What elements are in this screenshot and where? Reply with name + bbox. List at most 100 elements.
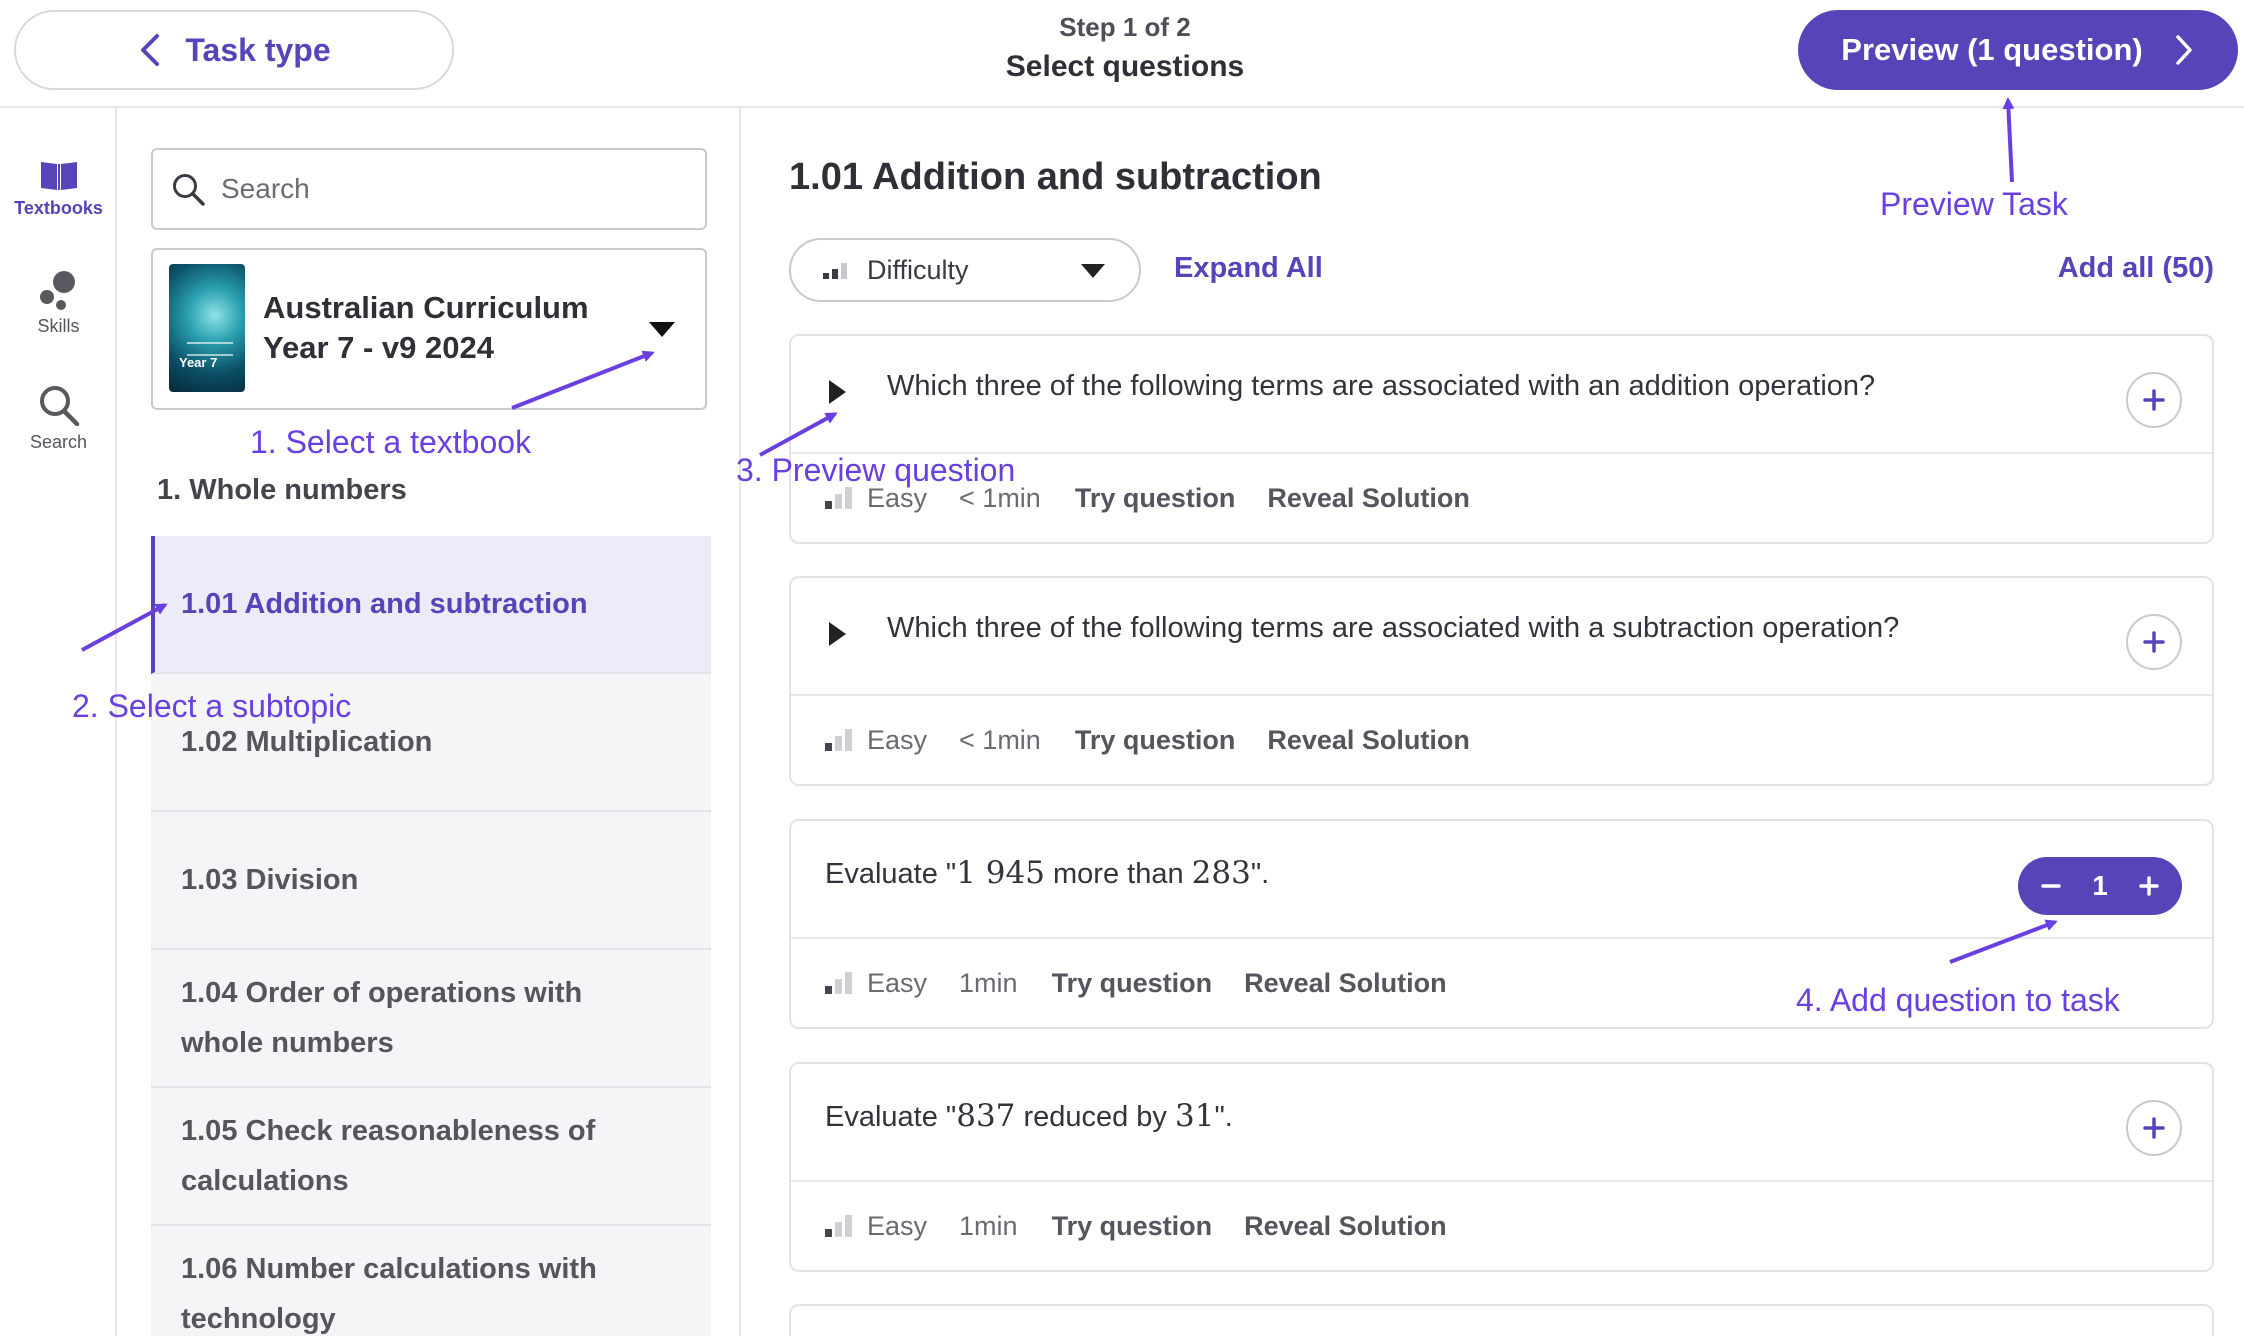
question-header: Which three of the following terms are a…	[791, 578, 2212, 696]
question-text-suffix: ".	[1214, 1101, 1233, 1133]
difficulty-bars-icon	[823, 263, 847, 279]
chevron-right-icon	[2175, 35, 2192, 65]
rail-item-label: Search	[29, 432, 88, 452]
preview-button[interactable]: Preview (1 question)	[1798, 10, 2238, 90]
try-question-link[interactable]: Try question	[1074, 724, 1236, 755]
preview-button-label: Preview (1 question)	[1841, 32, 2143, 67]
add-question-button[interactable]	[2126, 372, 2182, 428]
subtopic-label: 1.04 Order of operations with whole numb…	[181, 977, 583, 1059]
difficulty-badge: Easy	[823, 483, 927, 514]
step-number: Step 1 of 2	[1059, 12, 1191, 42]
add-question-button[interactable]	[2126, 614, 2182, 670]
question-header: Evaluate "1 945 more than 283". 1	[791, 821, 2212, 939]
question-card	[789, 1304, 2214, 1336]
subtopic-item[interactable]: 1.06 Number calculations with technology	[151, 1226, 711, 1336]
quantity-stepper: 1	[2018, 857, 2182, 915]
rail-item-search[interactable]: Search	[0, 384, 117, 453]
difficulty-filter[interactable]: Difficulty	[789, 238, 1141, 302]
rail-item-label: Skills	[37, 316, 80, 336]
annotation-preview-question: 3. Preview question	[736, 452, 1016, 488]
subtopic-item[interactable]: 1.04 Order of operations with whole numb…	[151, 950, 711, 1088]
question-meta: Easy 1min Try question Reveal Solution	[791, 939, 2212, 1027]
try-question-link[interactable]: Try question	[1051, 967, 1213, 998]
difficulty-filter-label: Difficulty	[867, 254, 969, 285]
search-icon	[173, 174, 205, 206]
difficulty-badge: Easy	[823, 1211, 927, 1242]
page-title: Select questions	[1005, 50, 1245, 83]
rail-item-label: Textbooks	[14, 198, 103, 218]
back-button-label: Task type	[185, 31, 331, 68]
question-meta: Easy < 1min Try question Reveal Solution	[791, 454, 2212, 542]
question-meta: Easy < 1min Try question Reveal Solution	[791, 696, 2212, 784]
subtopic-item[interactable]: 1.02 Multiplication	[151, 674, 711, 812]
question-text-prefix: Evaluate "	[825, 858, 957, 890]
subtopic-label: 1.01 Addition and subtraction	[181, 588, 588, 620]
difficulty-bars-icon	[825, 487, 852, 509]
caret-down-icon	[1081, 264, 1105, 278]
search-input[interactable]	[221, 173, 661, 205]
play-preview-icon[interactable]	[829, 622, 846, 646]
back-to-task-type-button[interactable]: Task type	[14, 10, 454, 90]
difficulty-label: Easy	[867, 482, 928, 513]
try-question-link[interactable]: Try question	[1051, 1210, 1213, 1241]
subtopic-label: 1.03 Division	[181, 864, 359, 896]
reveal-solution-link[interactable]: Reveal Solution	[1267, 724, 1470, 755]
caret-down-icon[interactable]	[649, 322, 675, 337]
subtopic-label: 1.02 Multiplication	[181, 726, 433, 758]
question-header: Evaluate "837 reduced by 31".	[791, 1064, 2212, 1182]
left-rail: Textbooks Skills Search	[0, 108, 117, 1336]
question-text: Which three of the following terms are a…	[887, 612, 1900, 644]
plus-icon[interactable]	[2138, 875, 2160, 897]
annotation-preview-task: Preview Task	[1880, 186, 2068, 222]
question-header: Which three of the following terms are a…	[791, 336, 2212, 454]
math-value: 283	[1191, 855, 1251, 891]
cover-year-label: Year 7	[179, 355, 218, 370]
play-preview-icon[interactable]	[829, 380, 846, 404]
search-icon	[39, 386, 79, 426]
textbook-selector[interactable]: Year 7 Australian Curriculum Year 7 - v9…	[151, 248, 707, 410]
step-indicator: Step 1 of 2 Select questions	[925, 10, 1325, 90]
question-text-suffix: ".	[1250, 858, 1270, 890]
reveal-solution-link[interactable]: Reveal Solution	[1244, 967, 1447, 998]
subtopic-item[interactable]: 1.01 Addition and subtraction	[151, 536, 711, 674]
math-value: 31	[1175, 1098, 1215, 1134]
question-meta: Easy 1min Try question Reveal Solution	[791, 1182, 2212, 1270]
difficulty-bars-icon	[825, 972, 852, 994]
difficulty-label: Easy	[867, 1210, 928, 1241]
difficulty-badge: Easy	[823, 968, 927, 999]
topic-search[interactable]	[151, 148, 707, 230]
question-text-prefix: Evaluate "	[825, 1101, 957, 1133]
textbook-title: Australian Curriculum Year 7 - v9 2024	[263, 288, 643, 368]
try-question-link[interactable]: Try question	[1074, 482, 1236, 513]
expand-all-link[interactable]: Expand All	[1174, 252, 1323, 284]
add-question-button[interactable]	[2126, 1100, 2182, 1156]
annotation-add-question: 4. Add question to task	[1796, 982, 2120, 1018]
question-text: Evaluate "837 reduced by 31".	[825, 1098, 1233, 1134]
question-text-mid: more than	[1044, 858, 1192, 890]
plus-icon	[2143, 631, 2165, 653]
subtopic-item[interactable]: 1.05 Check reasonableness of calculation…	[151, 1088, 711, 1226]
time-estimate: 1min	[959, 1210, 1018, 1241]
difficulty-bars-icon	[825, 729, 852, 751]
minus-icon[interactable]	[2040, 875, 2062, 897]
add-all-link[interactable]: Add all (50)	[2057, 252, 2214, 284]
question-text: Evaluate "1 945 more than 283".	[825, 855, 1269, 891]
subtopic-list: 1.01 Addition and subtraction 1.02 Multi…	[151, 536, 711, 1336]
subtopic-item[interactable]: 1.03 Division	[151, 812, 711, 950]
rail-item-skills[interactable]: Skills	[0, 270, 117, 337]
plus-icon	[2143, 1117, 2165, 1139]
topic-panel: Year 7 Australian Curriculum Year 7 - v9…	[117, 108, 741, 1336]
time-estimate: < 1min	[959, 724, 1041, 755]
question-count: 1	[2092, 870, 2108, 901]
subtopic-heading: 1.01 Addition and subtraction	[789, 156, 1322, 198]
difficulty-bars-icon	[825, 1215, 852, 1237]
question-text: Which three of the following terms are a…	[887, 370, 1876, 402]
book-icon	[40, 162, 77, 190]
textbook-cover-image: Year 7	[169, 264, 245, 392]
subtopic-label: 1.05 Check reasonableness of calculation…	[181, 1115, 596, 1197]
skills-icon	[39, 271, 75, 310]
cover-decoration	[187, 342, 233, 356]
reveal-solution-link[interactable]: Reveal Solution	[1244, 1210, 1447, 1241]
rail-item-textbooks[interactable]: Textbooks	[0, 158, 117, 219]
reveal-solution-link[interactable]: Reveal Solution	[1267, 482, 1470, 513]
